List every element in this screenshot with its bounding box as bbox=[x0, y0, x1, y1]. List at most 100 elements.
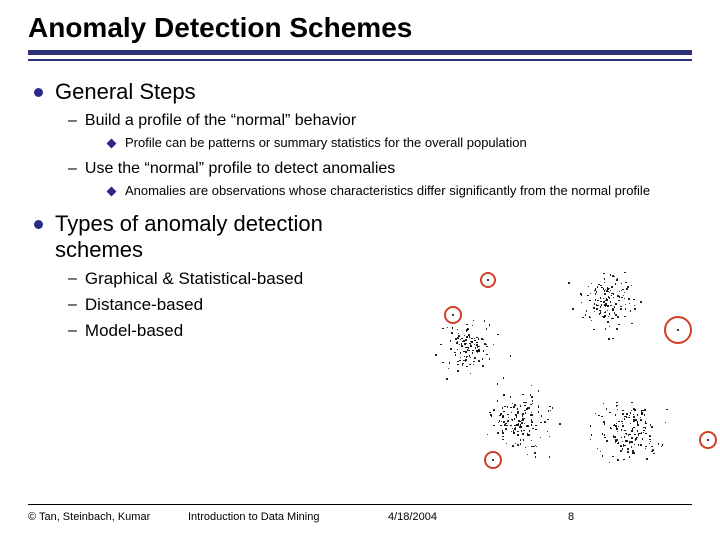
cluster-point bbox=[457, 364, 459, 366]
cluster-point bbox=[628, 298, 630, 300]
cluster-point bbox=[511, 412, 513, 414]
cluster-point bbox=[624, 418, 626, 420]
cluster-point bbox=[646, 458, 648, 460]
cluster-point bbox=[532, 400, 534, 402]
cluster-point bbox=[581, 302, 583, 304]
cluster-point bbox=[475, 347, 477, 349]
cluster-point bbox=[645, 448, 647, 450]
cluster-point bbox=[498, 422, 500, 424]
cluster-point bbox=[598, 415, 600, 417]
cluster-point bbox=[600, 297, 602, 299]
cluster-point bbox=[522, 433, 524, 435]
cluster-point bbox=[603, 403, 605, 405]
cluster-point bbox=[484, 320, 486, 322]
cluster-point bbox=[465, 347, 467, 349]
cluster-point bbox=[609, 292, 611, 294]
cluster-point bbox=[512, 428, 514, 430]
cluster-point bbox=[497, 400, 499, 402]
cluster-point bbox=[637, 414, 639, 416]
cluster-point bbox=[634, 444, 636, 446]
cluster-point bbox=[644, 414, 646, 416]
type3-label: Model-based bbox=[85, 321, 183, 341]
cluster-point bbox=[535, 425, 537, 427]
cluster-point bbox=[478, 346, 480, 348]
cluster-point bbox=[625, 308, 627, 310]
cluster-point bbox=[622, 289, 624, 291]
cluster-point bbox=[610, 274, 612, 276]
cluster-point bbox=[448, 368, 450, 370]
type2-label: Distance-based bbox=[85, 295, 203, 315]
step2-sub: Anomalies are observations whose charact… bbox=[125, 183, 650, 199]
cluster-point bbox=[470, 357, 472, 359]
cluster-point bbox=[635, 438, 637, 440]
cluster-point bbox=[616, 279, 618, 281]
cluster-point bbox=[473, 364, 475, 366]
cluster-point bbox=[549, 436, 551, 438]
cluster-point bbox=[525, 402, 527, 404]
cluster-point bbox=[465, 361, 467, 363]
cluster-point bbox=[616, 427, 618, 429]
cluster-point bbox=[625, 304, 627, 306]
cluster-point bbox=[645, 433, 647, 435]
type1-label: Graphical & Statistical-based bbox=[85, 269, 303, 289]
cluster-point bbox=[525, 412, 527, 414]
cluster-point bbox=[593, 307, 595, 309]
cluster-point bbox=[640, 419, 642, 421]
cluster-point bbox=[623, 446, 625, 448]
cluster-point bbox=[466, 324, 468, 326]
cluster-point bbox=[597, 448, 599, 450]
cluster-point bbox=[568, 282, 570, 284]
cluster-point bbox=[507, 406, 509, 408]
cluster-point bbox=[631, 402, 633, 404]
cluster-point bbox=[489, 412, 491, 414]
cluster-point bbox=[661, 446, 663, 448]
cluster-point bbox=[639, 433, 641, 435]
cluster-point bbox=[534, 452, 536, 454]
cluster-point bbox=[517, 434, 519, 436]
cluster-point bbox=[456, 342, 458, 344]
cluster-point bbox=[527, 454, 529, 456]
cluster-point bbox=[486, 328, 488, 330]
cluster-point bbox=[460, 357, 462, 359]
cluster-point bbox=[649, 443, 651, 445]
cluster-point bbox=[518, 413, 520, 415]
cluster-point bbox=[541, 415, 543, 417]
cluster-point bbox=[629, 456, 631, 458]
cluster-point bbox=[651, 426, 653, 428]
cluster-point bbox=[515, 414, 517, 416]
cluster-point bbox=[606, 440, 608, 442]
cluster-point bbox=[527, 425, 529, 427]
cluster-point bbox=[622, 410, 624, 412]
cluster-point bbox=[514, 418, 516, 420]
cluster-point bbox=[623, 295, 625, 297]
cluster-point bbox=[626, 416, 628, 418]
cluster-point bbox=[615, 303, 617, 305]
cluster-point bbox=[602, 455, 604, 457]
cluster-point bbox=[604, 282, 606, 284]
cluster-point bbox=[627, 451, 629, 453]
cluster-point bbox=[607, 305, 609, 307]
cluster-point bbox=[631, 446, 633, 448]
cluster-point bbox=[530, 404, 532, 406]
cluster-point bbox=[457, 370, 459, 372]
cluster-point bbox=[520, 424, 522, 426]
cluster-point bbox=[665, 422, 667, 424]
cluster-point bbox=[489, 358, 491, 360]
cluster-point bbox=[507, 420, 509, 422]
cluster-point bbox=[626, 288, 628, 290]
cluster-point bbox=[643, 432, 645, 434]
bullet-icon bbox=[34, 220, 43, 229]
cluster-point bbox=[605, 303, 607, 305]
cluster-point bbox=[466, 336, 468, 338]
cluster-point bbox=[463, 340, 465, 342]
cluster-point bbox=[634, 305, 636, 307]
cluster-point bbox=[484, 343, 486, 345]
cluster-point bbox=[510, 355, 512, 357]
cluster-point bbox=[626, 413, 628, 415]
cluster-point bbox=[631, 410, 633, 412]
cluster-point bbox=[621, 421, 623, 423]
cluster-point bbox=[590, 439, 592, 441]
cluster-point bbox=[633, 427, 635, 429]
cluster-point bbox=[633, 416, 635, 418]
cluster-point bbox=[606, 408, 608, 410]
